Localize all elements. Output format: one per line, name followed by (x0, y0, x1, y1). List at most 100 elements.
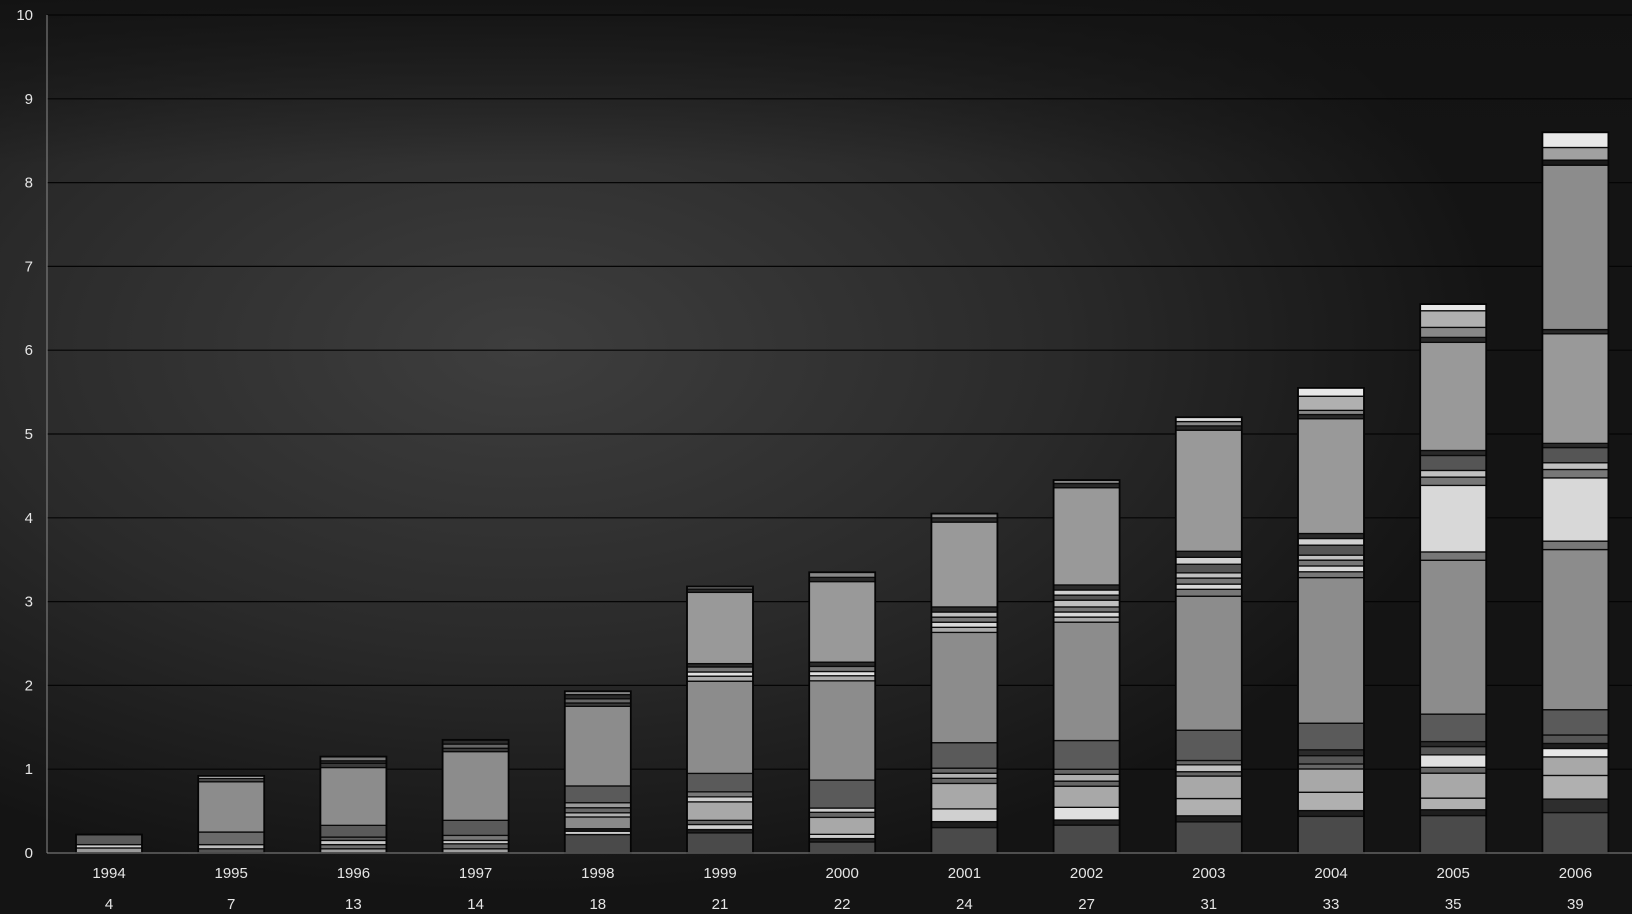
bar-segment (1052, 616, 1121, 623)
bar-segment (1175, 556, 1243, 565)
bar-segment (1541, 146, 1610, 161)
bar-segment (1419, 476, 1487, 487)
bar-segment (1297, 809, 1365, 818)
bar-segment (1175, 775, 1243, 800)
x-sublabel: 35 (1445, 896, 1462, 913)
bar-segment (1419, 713, 1487, 743)
bar-segment (1052, 487, 1121, 586)
bar-segment (564, 833, 632, 854)
bar-segment (808, 580, 876, 663)
bar-segment (1297, 571, 1365, 579)
x-axis-sublabels: 4 7 13 14 18 21 22 24 27 31 33 35 39 (105, 896, 1584, 913)
bar-segment (1541, 798, 1610, 814)
bar-segment (930, 606, 999, 613)
bar-segment (1052, 739, 1121, 770)
bar-segment (686, 832, 754, 854)
x-sublabel: 4 (105, 896, 113, 913)
bar-stack-2001 (930, 512, 999, 854)
y-tick-label: 6 (25, 342, 33, 359)
bar-segment (1541, 468, 1610, 479)
x-tick-label: 2002 (1070, 865, 1103, 882)
bar-segment (1052, 589, 1121, 596)
bar-segment (197, 781, 265, 833)
bar-segment (441, 834, 510, 842)
y-tick-label: 7 (25, 258, 33, 275)
bar-segment (1052, 819, 1121, 826)
bar-segment (686, 680, 754, 775)
bar-stack-2003 (1174, 416, 1243, 854)
bar-segment (1052, 780, 1121, 787)
x-tick-label: 1997 (459, 865, 492, 882)
bar-segment (1175, 588, 1243, 597)
bar-segment (1419, 772, 1487, 799)
x-tick-label: 1999 (703, 865, 736, 882)
bar-segment (686, 796, 754, 803)
x-sublabel: 21 (712, 896, 729, 913)
bar-segment (1052, 785, 1121, 808)
bar-segment (1297, 576, 1365, 724)
y-tick-label: 5 (25, 426, 33, 443)
bar-segment (1052, 606, 1121, 613)
bar-segment (808, 811, 876, 819)
bar-segment (686, 791, 754, 798)
bar-segment (930, 767, 999, 774)
bar-segment (808, 675, 876, 682)
y-tick-label: 8 (25, 175, 33, 192)
bar-segment (1541, 477, 1610, 542)
bar-stack-1999 (686, 585, 754, 854)
bar-segment (686, 675, 754, 682)
bar-segment (1419, 766, 1487, 774)
x-tick-label: 2006 (1559, 865, 1592, 882)
bar-segment (1541, 159, 1610, 166)
bar-segment (808, 680, 876, 781)
bar-segment (1541, 446, 1610, 464)
bars (75, 131, 1610, 854)
bar-segment (1297, 565, 1365, 573)
bar-segment (808, 665, 876, 673)
x-tick-label: 2000 (826, 865, 859, 882)
bar-stack-2006 (1541, 131, 1610, 854)
bar-segment (1541, 709, 1610, 736)
x-tick-label: 1995 (215, 865, 248, 882)
bar-segment (1541, 742, 1610, 750)
bar-segment (1175, 595, 1243, 731)
bar-segment (1175, 429, 1243, 552)
bar-segment (1419, 814, 1487, 854)
bar-segment (930, 616, 999, 623)
x-sublabel: 24 (956, 896, 973, 913)
bar-segment (1297, 387, 1365, 397)
bar-segment (1419, 303, 1487, 312)
bar-segment (1541, 747, 1610, 758)
bar-segment (686, 823, 754, 831)
bar-segment (1419, 551, 1487, 561)
bar-segment (319, 824, 388, 838)
bar-segment (1175, 563, 1243, 574)
bar-segment (1052, 806, 1121, 821)
bar-segment (686, 591, 754, 665)
x-tick-label: 2005 (1437, 865, 1470, 882)
bar-segment (1419, 341, 1487, 452)
bar-segment (1419, 469, 1487, 478)
bar-segment (1297, 755, 1365, 765)
bar-segment (1052, 611, 1121, 618)
bar-segment (930, 631, 999, 744)
bar-segment (564, 705, 632, 787)
bar-segment (564, 807, 632, 814)
bar-segment (1175, 577, 1243, 585)
bar-segment (1297, 395, 1365, 412)
bar-segment (1297, 791, 1365, 812)
bar-stack-1996 (319, 755, 388, 854)
bar-stack-2004 (1297, 387, 1365, 854)
bar-segment (930, 782, 999, 810)
bar-stack-1998 (563, 690, 632, 854)
bar-segment (1175, 797, 1243, 817)
bar-segment (1175, 821, 1243, 854)
y-tick-label: 2 (25, 677, 33, 694)
bar-segment (1419, 336, 1487, 344)
bar-segment (1419, 740, 1487, 748)
bar-segment (1297, 418, 1365, 535)
bar-segment (1052, 594, 1121, 601)
bar-segment (1419, 559, 1487, 715)
bar-segment (1175, 729, 1243, 762)
bar-segment (930, 611, 999, 618)
